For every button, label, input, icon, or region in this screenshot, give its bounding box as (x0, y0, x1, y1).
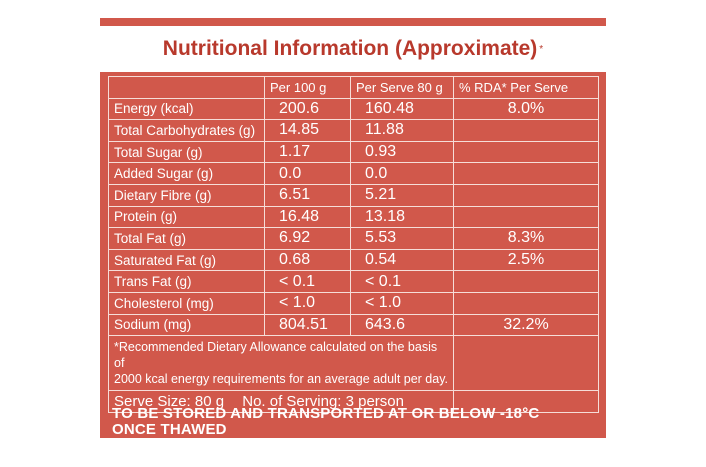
footnote-row: *Recommended Dietary Allowance calculate… (108, 335, 599, 392)
row-nutrient-name: Dietary Fibre (g) (108, 183, 265, 207)
table-row: Sodium (mg) 804.51 643.6 32.2% (108, 313, 599, 337)
row-nutrient-name: Saturated Fat (g) (108, 248, 265, 272)
row-per-100g: 0.68 (264, 248, 351, 272)
row-nutrient-name: Total Carbohydrates (g) (108, 119, 265, 142)
table-row: Saturated Fat (g) 0.68 0.54 2.5% (108, 248, 599, 272)
nutrition-table: Per 100 g Per Serve 80 g % RDA* Per Serv… (108, 76, 599, 413)
nutrition-label-panel: Nutritional Information (Approximate) * P… (100, 18, 606, 438)
nutrition-title: Nutritional Information (Approximate) (162, 37, 538, 60)
row-rda (453, 291, 599, 315)
row-per-100g: < 1.0 (264, 291, 351, 315)
header-row: Per 100 g Per Serve 80 g % RDA* Per Serv… (108, 76, 599, 99)
row-rda: 8.0% (453, 97, 599, 121)
row-nutrient-name: Energy (kcal) (108, 97, 265, 121)
row-per-serve: 11.88 (350, 119, 454, 142)
header-per-100g: Per 100 g (264, 76, 351, 99)
table-row: Total Carbohydrates (g) 14.85 11.88 (108, 119, 599, 142)
row-rda (453, 183, 599, 207)
storage-line-2: ONCE THAWED (112, 421, 227, 438)
row-per-serve: 0.93 (350, 140, 454, 164)
row-rda: 8.3% (453, 227, 599, 250)
row-rda (453, 162, 599, 185)
row-nutrient-name: Total Fat (g) (108, 227, 265, 250)
row-rda (453, 119, 599, 142)
row-nutrient-name: Sodium (mg) (108, 313, 265, 337)
serve-info: Serve Size: 80 g No. of Serving: 3 perso… (108, 390, 454, 413)
row-per-serve: < 0.1 (350, 270, 454, 293)
table-row: Energy (kcal) 200.6 160.48 8.0% (108, 97, 599, 121)
row-per-serve: 0.0 (350, 162, 454, 185)
row-per-100g: 6.92 (264, 227, 351, 250)
row-per-serve: < 1.0 (350, 291, 454, 315)
row-nutrient-name: Total Sugar (g) (108, 140, 265, 164)
row-nutrient-name: Cholesterol (mg) (108, 291, 265, 315)
row-per-serve: 643.6 (350, 313, 454, 337)
row-rda (453, 270, 599, 293)
table-row: Cholesterol (mg) < 1.0 < 1.0 (108, 291, 599, 315)
table-row: Dietary Fibre (g) 6.51 5.21 (108, 183, 599, 207)
footnote-line-1: *Recommended Dietary Allowance calculate… (114, 340, 438, 371)
row-nutrient-name: Trans Fat (g) (108, 270, 265, 293)
table-row: Protein (g) 16.48 13.18 (108, 205, 599, 229)
header-per-serve: Per Serve 80 g (350, 76, 454, 99)
header-rda: % RDA* Per Serve (453, 76, 599, 99)
number-of-servings: No. of Serving: 3 person (242, 392, 404, 410)
footnote-empty-cell (453, 335, 599, 392)
storage-instructions: TO BE STORED AND TRANSPORTED AT OR BELOW… (112, 406, 539, 438)
row-per-100g: < 0.1 (264, 270, 351, 293)
rda-footnote: *Recommended Dietary Allowance calculate… (108, 335, 454, 392)
table-row: Total Fat (g) 6.92 5.53 8.3% (108, 227, 599, 250)
row-per-100g: 1.17 (264, 140, 351, 164)
row-per-serve: 5.53 (350, 227, 454, 250)
row-per-serve: 0.54 (350, 248, 454, 272)
footnote-line-2: 2000 kcal energy requirements for an ave… (114, 372, 448, 387)
row-rda (453, 140, 599, 164)
serve-empty-cell (453, 390, 599, 413)
row-per-100g: 0.0 (264, 162, 351, 185)
row-nutrient-name: Added Sugar (g) (108, 162, 265, 185)
row-per-100g: 14.85 (264, 119, 351, 142)
header-nutrient (108, 76, 265, 99)
row-rda: 2.5% (453, 248, 599, 272)
title-asterisk: * (539, 43, 544, 55)
storage-line-1: TO BE STORED AND TRANSPORTED AT OR BELOW… (112, 405, 540, 422)
nutrition-title-bar: Nutritional Information (Approximate) * (100, 26, 606, 72)
table-row: Added Sugar (g) 0.0 0.0 (108, 162, 599, 185)
row-per-100g: 16.48 (264, 205, 351, 229)
row-per-100g: 804.51 (264, 313, 351, 337)
row-rda (453, 205, 599, 229)
row-per-100g: 6.51 (264, 183, 351, 207)
serve-row: Serve Size: 80 g No. of Serving: 3 perso… (108, 390, 599, 413)
row-per-serve: 13.18 (350, 205, 454, 229)
row-nutrient-name: Protein (g) (108, 205, 265, 229)
row-per-100g: 200.6 (264, 97, 351, 121)
table-row: Total Sugar (g) 1.17 0.93 (108, 140, 599, 164)
row-per-serve: 5.21 (350, 183, 454, 207)
row-per-serve: 160.48 (350, 97, 454, 121)
row-rda: 32.2% (453, 313, 599, 337)
serve-size: Serve Size: 80 g (114, 392, 225, 410)
table-row: Trans Fat (g) < 0.1 < 0.1 (108, 270, 599, 293)
